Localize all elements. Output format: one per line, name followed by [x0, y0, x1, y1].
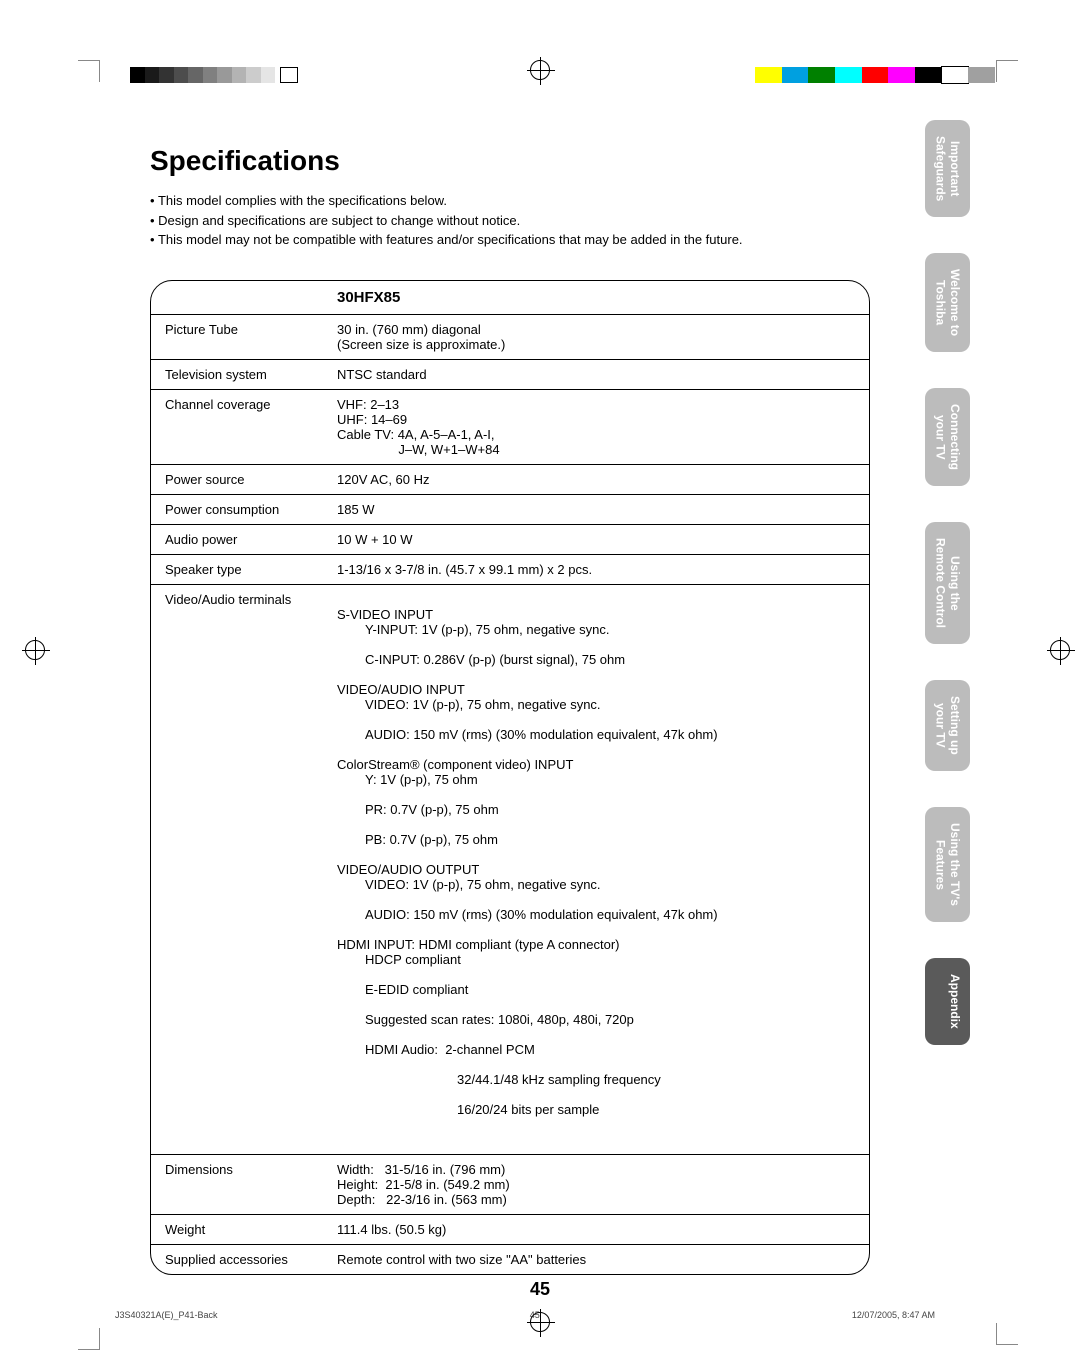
row-label: Video/Audio terminals	[151, 585, 331, 1154]
row-value: 1-13/16 x 3-7/8 in. (45.7 x 99.1 mm) x 2…	[331, 555, 869, 584]
va-line: Y-INPUT: 1V (p-p), 75 ohm, negative sync…	[337, 622, 863, 637]
va-line: PR: 0.7V (p-p), 75 ohm	[337, 802, 863, 817]
va-line: Suggested scan rates: 1080i, 480p, 480i,…	[337, 1012, 863, 1027]
row-value: 120V AC, 60 Hz	[331, 465, 869, 494]
print-footer: J3S40321A(E)_P41-Back 45 12/07/2005, 8:4…	[115, 1310, 935, 1320]
table-row: Channel coverage VHF: 2–13 UHF: 14–69 Ca…	[151, 389, 869, 464]
va-line: AUDIO: 150 mV (rms) (30% modulation equi…	[337, 727, 863, 742]
row-label: Speaker type	[151, 555, 331, 584]
va-line: HDMI INPUT: HDMI compliant (type A conne…	[337, 937, 619, 952]
va-line: VIDEO/AUDIO OUTPUT	[337, 862, 479, 877]
va-line: VIDEO/AUDIO INPUT	[337, 682, 465, 697]
page-title: Specifications	[150, 145, 870, 177]
row-label: Power source	[151, 465, 331, 494]
row-value: 10 W + 10 W	[331, 525, 869, 554]
row-value: Width: 31-5/16 in. (796 mm) Height: 21-5…	[331, 1155, 869, 1214]
row-label: Television system	[151, 360, 331, 389]
table-row: Audio power 10 W + 10 W	[151, 524, 869, 554]
row-label: Audio power	[151, 525, 331, 554]
va-line: ColorStream® (component video) INPUT	[337, 757, 573, 772]
crop-mark	[78, 1328, 100, 1350]
tab-setting-up: Setting up your TV	[925, 680, 970, 771]
row-value: Remote control with two size "AA" batter…	[331, 1245, 869, 1274]
tab-welcome: Welcome to Toshiba	[925, 253, 970, 352]
footer-date: 12/07/2005, 8:47 AM	[852, 1310, 935, 1320]
table-row: Dimensions Width: 31-5/16 in. (796 mm) H…	[151, 1154, 869, 1214]
table-row: Television system NTSC standard	[151, 359, 869, 389]
va-line: 16/20/24 bits per sample	[337, 1102, 863, 1117]
table-row: Video/Audio terminals S-VIDEO INPUT Y-IN…	[151, 584, 869, 1154]
crop-mark	[78, 60, 100, 82]
tab-appendix: Appendix	[925, 958, 970, 1045]
tab-remote: Using the Remote Control	[925, 522, 970, 644]
content-area: Specifications This model complies with …	[150, 145, 870, 1275]
row-label: Channel coverage	[151, 390, 331, 464]
va-line: VIDEO: 1V (p-p), 75 ohm, negative sync.	[337, 697, 863, 712]
registration-mark-icon	[530, 60, 550, 80]
crop-mark	[996, 1323, 1018, 1345]
intro-bullets: This model complies with the specificati…	[150, 191, 870, 250]
print-marks-top	[0, 60, 1080, 90]
row-label: Weight	[151, 1215, 331, 1244]
white-box	[280, 67, 298, 83]
table-row: Speaker type 1-13/16 x 3-7/8 in. (45.7 x…	[151, 554, 869, 584]
va-line: 32/44.1/48 kHz sampling frequency	[337, 1072, 863, 1087]
tab-features: Using the TV's Features	[925, 807, 970, 922]
table-row: Supplied accessories Remote control with…	[151, 1244, 869, 1274]
va-line: HDMI Audio: 2-channel PCM	[337, 1042, 863, 1057]
tab-safeguards: Important Safeguards	[925, 120, 970, 217]
row-value: VHF: 2–13 UHF: 14–69 Cable TV: 4A, A-5–A…	[331, 390, 869, 464]
row-value: NTSC standard	[331, 360, 869, 389]
va-line: S-VIDEO INPUT	[337, 607, 433, 622]
tab-connecting: Connecting your TV	[925, 388, 970, 486]
bullet: Design and specifications are subject to…	[150, 211, 870, 231]
row-label: Dimensions	[151, 1155, 331, 1214]
row-value: 185 W	[331, 495, 869, 524]
page-number: 45	[0, 1279, 1080, 1300]
row-label: Supplied accessories	[151, 1245, 331, 1274]
table-row: Power source 120V AC, 60 Hz	[151, 464, 869, 494]
table-row: Power consumption 185 W	[151, 494, 869, 524]
table-row: Weight 111.4 lbs. (50.5 kg)	[151, 1214, 869, 1244]
row-value: 30 in. (760 mm) diagonal (Screen size is…	[331, 315, 869, 359]
section-tabs: Important Safeguards Welcome to Toshiba …	[925, 120, 970, 1045]
bullet: This model may not be compatible with fe…	[150, 230, 870, 250]
va-line: C-INPUT: 0.286V (p-p) (burst signal), 75…	[337, 652, 863, 667]
crop-mark	[996, 60, 1018, 82]
va-line: PB: 0.7V (p-p), 75 ohm	[337, 832, 863, 847]
table-row: Picture Tube 30 in. (760 mm) diagonal (S…	[151, 314, 869, 359]
footer-file: J3S40321A(E)_P41-Back	[115, 1310, 218, 1320]
header-blank	[151, 281, 331, 314]
va-line: Y: 1V (p-p), 75 ohm	[337, 772, 863, 787]
va-line: E-EDID compliant	[337, 982, 863, 997]
va-line: HDCP compliant	[337, 952, 863, 967]
va-line: VIDEO: 1V (p-p), 75 ohm, negative sync.	[337, 877, 863, 892]
model-header: 30HFX85	[331, 281, 869, 314]
row-value: 111.4 lbs. (50.5 kg)	[331, 1215, 869, 1244]
registration-mark-icon	[25, 640, 45, 660]
registration-mark-icon	[530, 1312, 550, 1332]
color-bar	[755, 67, 995, 83]
table-header-row: 30HFX85	[151, 281, 869, 314]
row-label: Picture Tube	[151, 315, 331, 359]
row-label: Power consumption	[151, 495, 331, 524]
spec-table: 30HFX85 Picture Tube 30 in. (760 mm) dia…	[150, 280, 870, 1275]
va-line: AUDIO: 150 mV (rms) (30% modulation equi…	[337, 907, 863, 922]
bullet: This model complies with the specificati…	[150, 191, 870, 211]
grayscale-bar	[130, 67, 275, 83]
row-value: S-VIDEO INPUT Y-INPUT: 1V (p-p), 75 ohm,…	[331, 585, 869, 1154]
registration-mark-icon	[1050, 640, 1070, 660]
